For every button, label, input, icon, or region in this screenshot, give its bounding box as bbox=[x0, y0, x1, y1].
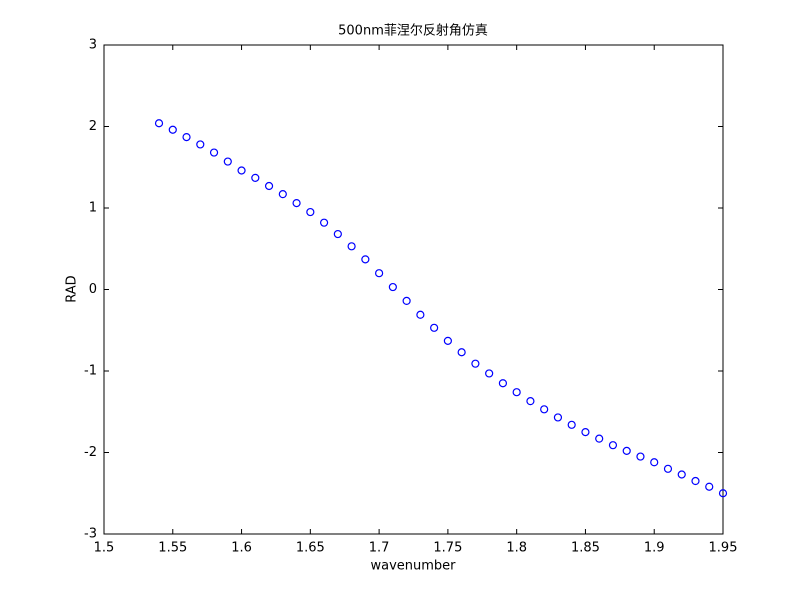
point bbox=[209, 148, 219, 157]
point bbox=[471, 359, 480, 368]
point bbox=[292, 199, 301, 208]
y-tick-label: 3 bbox=[89, 38, 97, 53]
point bbox=[416, 310, 425, 319]
point bbox=[691, 476, 700, 486]
point bbox=[375, 269, 384, 278]
point bbox=[196, 140, 205, 149]
y-tick-label: 2 bbox=[89, 119, 97, 134]
point bbox=[608, 441, 618, 450]
point bbox=[512, 388, 521, 397]
point bbox=[567, 420, 576, 429]
point bbox=[306, 207, 315, 217]
x-tick-label: 1.75 bbox=[433, 541, 462, 556]
x-tick-label: 1.65 bbox=[296, 541, 325, 556]
y-tick-label: -3 bbox=[84, 527, 97, 542]
point bbox=[485, 369, 494, 378]
point bbox=[540, 405, 549, 414]
y-axis-label: RAD bbox=[65, 275, 80, 302]
point bbox=[457, 348, 466, 357]
point bbox=[553, 413, 563, 422]
x-axis-label: wavenumber bbox=[370, 559, 456, 574]
y-tick-label: -2 bbox=[84, 445, 97, 460]
point bbox=[237, 166, 246, 175]
point bbox=[168, 125, 177, 134]
y-tick-label: -1 bbox=[84, 364, 97, 379]
x-tick-label: 1.9 bbox=[644, 541, 665, 556]
x-tick-label: 1.85 bbox=[571, 541, 600, 556]
point bbox=[718, 489, 728, 498]
point bbox=[347, 242, 356, 251]
point bbox=[498, 379, 508, 388]
x-tick-label: 1.6 bbox=[231, 541, 252, 556]
point bbox=[319, 218, 329, 227]
x-tick-label: 1.7 bbox=[369, 541, 390, 556]
point bbox=[182, 132, 191, 142]
point bbox=[154, 119, 164, 128]
point bbox=[361, 255, 370, 264]
point bbox=[581, 428, 590, 437]
point bbox=[333, 229, 342, 239]
y-tick-label: 1 bbox=[89, 201, 97, 216]
point bbox=[402, 296, 411, 306]
x-tick-label: 1.55 bbox=[158, 541, 187, 556]
point bbox=[622, 446, 631, 455]
point bbox=[636, 452, 645, 461]
point bbox=[430, 323, 439, 332]
x-tick-label: 1.95 bbox=[709, 541, 738, 556]
point bbox=[443, 336, 452, 345]
point bbox=[677, 470, 686, 479]
point bbox=[595, 434, 604, 443]
point bbox=[705, 482, 714, 491]
point bbox=[223, 157, 232, 166]
point bbox=[526, 397, 535, 406]
x-tick-label: 1.8 bbox=[506, 541, 527, 556]
chart-title: 500nm菲涅尔反射角仿真 bbox=[338, 23, 488, 39]
point bbox=[663, 464, 673, 473]
axes-frame bbox=[103, 44, 724, 535]
y-tick-label: 0 bbox=[89, 282, 97, 297]
point bbox=[251, 173, 260, 182]
point bbox=[278, 190, 287, 199]
point bbox=[388, 282, 397, 292]
point bbox=[650, 458, 659, 467]
point bbox=[264, 181, 274, 191]
x-tick-label: 1.5 bbox=[94, 541, 115, 556]
